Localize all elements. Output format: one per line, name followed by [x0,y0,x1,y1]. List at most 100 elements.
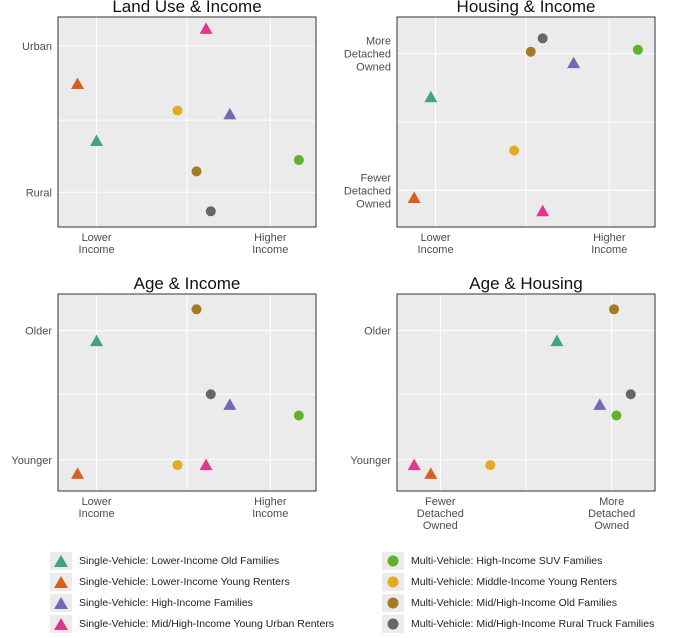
x-tick-label: Higher Income [591,232,627,256]
x-tick-label-line: Income [591,244,627,256]
x-tick-label-line: Income [252,244,288,256]
data-point-s2 [71,77,85,89]
triangle-marker-icon [50,594,72,612]
x-tick-label: Lower Income [79,232,115,256]
data-point-m3 [525,46,536,57]
legend-label: Single-Vehicle: Lower-Income Young Rente… [79,576,290,588]
legend-item-s3: Single-Vehicle: High-Income Families [50,594,253,612]
legend-item-m2: Multi-Vehicle: Middle-Income Young Rente… [382,573,617,591]
y-tick-label: Younger [11,455,52,467]
x-tick-label-line: Lower [421,232,451,244]
data-point-s4 [536,204,550,217]
x-tick-label-line: Higher [254,496,287,508]
y-tick-label-line: Owned [356,198,391,210]
x-tick-label: Higher Income [252,232,288,256]
x-tick-label-line: Higher [593,232,626,244]
triangle-marker-icon [50,615,72,633]
data-point-s4 [199,22,213,34]
data-point-m2 [172,460,183,471]
circle-marker-icon [382,615,404,633]
legend-item-s4: Single-Vehicle: Mid/High-Income Young Ur… [50,615,334,633]
legend-label: Multi-Vehicle: Middle-Income Young Rente… [411,576,618,588]
y-tick-label: More Detached Owned [344,36,391,74]
data-point-m4 [625,389,636,400]
data-point-s3 [223,398,237,410]
data-point-m2 [485,460,496,471]
y-tick-label: Younger [350,455,391,467]
data-point-s4 [199,458,213,471]
panel-title: Age & Housing [469,274,582,293]
x-tick-label: More Detached Owned [588,496,635,532]
data-point-m1 [632,44,643,55]
panel-border [57,16,317,228]
data-point-s1 [90,334,104,347]
y-tick-label-line: Urban [22,41,52,53]
data-point-m1 [293,155,304,165]
y-tick-label-line: Fewer [360,172,391,184]
data-point-s4 [407,458,421,471]
data-point-s1 [90,134,104,146]
x-tick-label: Lower Income [79,496,115,520]
x-tick-label-line: Lower [82,496,112,508]
panel-border [396,16,656,228]
circle-marker-icon [382,594,404,612]
x-tick-label: Fewer Detached Owned [417,496,464,532]
triangle-marker-icon [50,573,72,591]
data-point-m2 [172,105,183,116]
data-point-s3 [593,398,607,410]
x-tick-label-line: Higher [254,232,287,244]
data-point-m1 [611,410,622,421]
y-tick-label-line: Older [25,326,52,338]
y-tick-label-line: Detached [344,185,391,197]
data-point-s3 [567,56,581,69]
x-tick-label-line: Detached [417,508,464,520]
y-tick-label-line: Younger [350,455,391,467]
legend-label: Single-Vehicle: High-Income Families [79,597,253,609]
y-tick-label-line: Younger [11,455,52,467]
legend: Single-Vehicle: Lower-Income Old Familie… [50,552,680,636]
x-tick-label-line: Detached [588,508,635,520]
data-point-m4 [205,206,216,217]
data-point-m3 [609,304,620,315]
data-point-s1 [424,90,438,103]
circle-marker-icon [382,573,404,591]
data-point-m4 [205,389,216,400]
data-point-m1 [293,410,304,421]
y-tick-label: Older [364,326,391,338]
data-point-s3 [223,107,237,120]
x-tick-label-line: Lower [82,232,112,244]
x-tick-label-line: Owned [594,520,629,532]
x-tick-label-line: Income [418,244,454,256]
x-tick-label-line: Income [79,508,115,520]
data-point-m3 [191,166,202,177]
y-tick-label: Older [25,326,52,338]
data-point-m3 [191,304,202,315]
x-tick-label-line: Fewer [425,496,456,508]
y-tick-label: Urban [22,41,52,53]
data-point-m2 [509,145,520,156]
legend-label: Multi-Vehicle: High-Income SUV Families [411,555,603,567]
y-tick-label: Rural [26,187,52,199]
data-point-m4 [537,33,548,44]
panel-border [396,293,656,492]
x-tick-label: Higher Income [252,496,288,520]
data-point-s2 [424,467,438,479]
legend-label: Multi-Vehicle: Mid/High-Income Old Famil… [411,597,617,609]
legend-item-m4: Multi-Vehicle: Mid/High-Income Rural Tru… [382,615,654,633]
y-tick-label-line: Owned [356,62,391,74]
legend-label: Single-Vehicle: Mid/High-Income Young Ur… [79,618,335,630]
data-point-s1 [550,334,564,347]
panel-title: Land Use & Income [112,0,261,16]
legend-item-m3: Multi-Vehicle: Mid/High-Income Old Famil… [382,594,617,612]
y-tick-label-line: Rural [26,187,52,199]
y-tick-label-line: Detached [344,49,391,61]
x-tick-label: Lower Income [418,232,454,256]
x-tick-label-line: Owned [423,520,458,532]
y-tick-label-line: Older [364,326,391,338]
legend-item-s2: Single-Vehicle: Lower-Income Young Rente… [50,573,290,591]
y-tick-label: Fewer Detached Owned [344,172,391,210]
